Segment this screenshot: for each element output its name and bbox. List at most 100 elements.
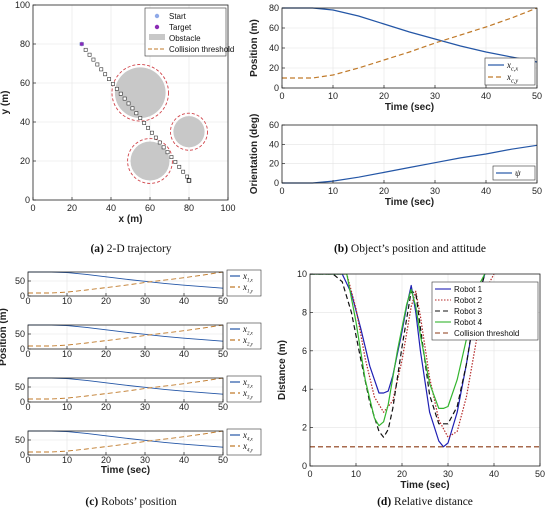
caption-ori: (b) Object’s position and attitude (334, 243, 486, 255)
x-tick-label: 40 (179, 402, 189, 412)
legend-entry-collision-threshold: Collision threshold (454, 329, 519, 338)
trajectory-marker (169, 155, 174, 160)
x-tick-label: 10 (62, 296, 72, 306)
trajectory-marker (138, 116, 143, 121)
plot-area (28, 325, 223, 349)
trajectory-marker (153, 135, 158, 140)
y-tick-label: 50 (15, 382, 25, 392)
y-axis-label: Distance (m) (277, 340, 288, 400)
legend-symbol: x (242, 335, 247, 345)
legend-entry-4x: x4,x (242, 430, 254, 443)
legend-entry-2y: x2,y (242, 335, 254, 348)
target-marker (79, 42, 84, 46)
x-tick-label: 100 (220, 203, 235, 213)
caption-tag: (c) (85, 496, 98, 508)
series-line-x-2y (28, 324, 224, 347)
legend-entry-4y: x4,y (242, 441, 254, 454)
x-axis-label: Time (sec) (101, 465, 150, 476)
collision-threshold-ring-1 (111, 64, 169, 122)
y-tick-label: 20 (20, 156, 30, 166)
legend-entry-target: Target (169, 23, 192, 32)
y-tick-label: 60 (20, 78, 30, 88)
trajectory-marker (87, 52, 92, 57)
legend-subscript: 3,y (247, 396, 254, 401)
series-line-x-4y (28, 430, 224, 453)
legend-symbol: x (242, 324, 247, 334)
x-tick-label: 10 (328, 91, 338, 101)
x-tick-label: 0 (279, 186, 284, 196)
x-tick-label: 50 (535, 469, 545, 479)
trajectory-marker (114, 86, 119, 91)
y-tick-label: 10 (297, 269, 307, 279)
x-tick-label: 0 (25, 402, 30, 412)
trajectory-marker (91, 57, 96, 62)
x-tick-label: 50 (532, 91, 542, 101)
trajectory-marker (150, 130, 154, 135)
x-tick-label: 0 (307, 469, 312, 479)
x-tick-label: 20 (101, 455, 111, 465)
x-tick-label: 40 (106, 203, 116, 213)
y-tick-label: 80 (20, 39, 30, 49)
obstacle-3 (130, 141, 170, 181)
trajectory-marker (122, 96, 127, 101)
x-tick-label: 20 (379, 186, 389, 196)
x-tick-label: 30 (140, 455, 150, 465)
y-tick-label: 4 (302, 384, 307, 394)
x-tick-label: 0 (25, 455, 30, 465)
legend-symbol: x (506, 72, 511, 82)
series-line-x-3y (28, 377, 224, 400)
y-tick-label: 0 (274, 178, 279, 188)
legend-subscript: c,x (511, 66, 518, 73)
x-tick-label: 30 (140, 349, 150, 359)
x-tick-label: 10 (62, 455, 72, 465)
y-tick-label: 60 (269, 120, 279, 130)
trajectory-panel: 0 20 40 60 80 100 0 20 40 60 80 100 x (m) y (m) Start T… (0, 0, 236, 225)
legend-subscript: 2,x (247, 332, 254, 337)
captions: (a) 2-D trajectory (b) Object’s position … (85, 243, 486, 508)
axes-frame (32, 4, 229, 201)
x-tick-label: 40 (179, 455, 189, 465)
trajectory-marker (142, 121, 147, 125)
caption-r4: (c) Robots’ position (85, 496, 176, 508)
trajectory-marker (146, 125, 150, 130)
legend-swatch-target (154, 24, 160, 30)
legend-box (484, 57, 536, 86)
legend-entry-robot-4: Robot 4 (454, 318, 483, 327)
collision-threshold-ring-3 (127, 138, 173, 184)
y-tick-label: 20 (269, 159, 279, 169)
x-tick-label: 0 (279, 91, 284, 101)
y-tick-label: 50 (15, 276, 25, 286)
x-tick-label: 0 (30, 203, 35, 213)
y-tick-label: 2 (302, 423, 307, 433)
x-tick-label: 50 (218, 455, 228, 465)
axes-frame (27, 377, 224, 403)
y-tick-label: 0 (20, 450, 25, 460)
trajectory-marker (173, 160, 178, 164)
legend-entry-robot-1: Robot 1 (454, 285, 483, 294)
axes-frame (27, 430, 224, 456)
plot-area (28, 431, 223, 455)
caption-text: Robots’ position (98, 496, 177, 508)
x-tick-label: 30 (140, 402, 150, 412)
y-tick-label: 50 (15, 435, 25, 445)
y-axis-label: y (m) (0, 91, 11, 115)
legend-entry-cy: xc,y (506, 72, 518, 85)
legend-subscript: 4,x (247, 438, 254, 443)
trajectory-marker (165, 150, 170, 155)
axes-frame (281, 124, 538, 184)
axes-frame (27, 324, 224, 350)
trajectory-marker (107, 77, 111, 82)
legend-box (226, 269, 262, 297)
axes-frame (27, 271, 224, 297)
x-tick-label: 20 (379, 91, 389, 101)
legend-entry-3y: x3,y (242, 388, 254, 401)
y-tick-label: 40 (20, 117, 30, 127)
x-tick-label: 50 (218, 296, 228, 306)
x-tick-label: 40 (481, 186, 491, 196)
trajectory-marker (99, 67, 104, 72)
axes-frame (309, 273, 541, 467)
legend-symbol: x (242, 388, 247, 398)
x-tick-label: 10 (62, 402, 72, 412)
plot-area (28, 378, 223, 402)
